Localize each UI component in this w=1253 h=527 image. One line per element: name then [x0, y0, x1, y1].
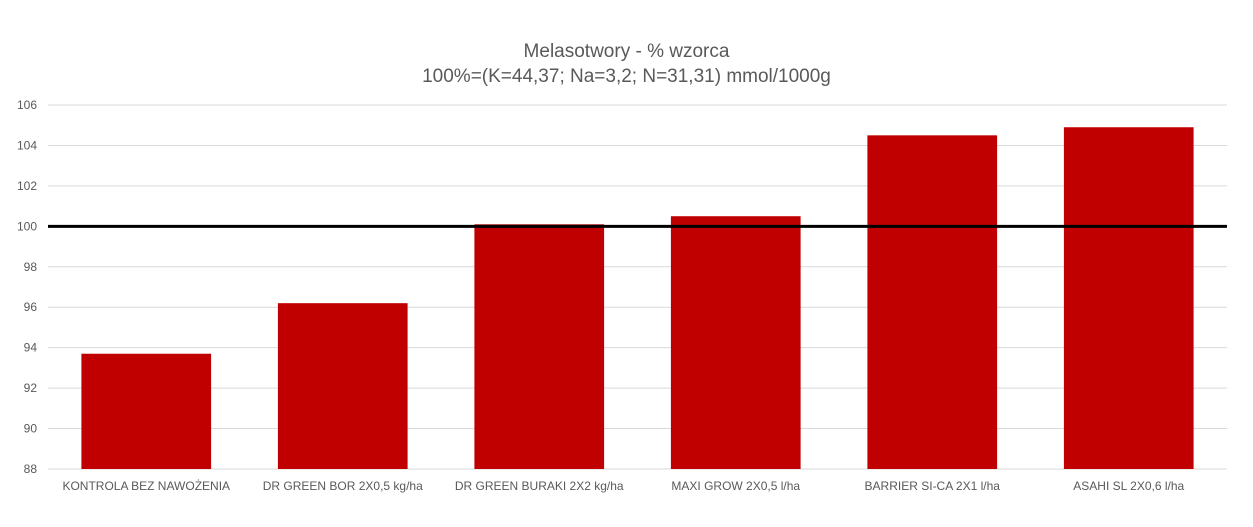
y-tick-label: 94 — [24, 341, 38, 355]
bar — [867, 135, 998, 470]
y-tick-label: 96 — [24, 300, 38, 314]
y-tick-label: 104 — [17, 138, 37, 152]
x-tick-label: DR GREEN BOR 2X0,5 kg/ha — [263, 479, 423, 493]
bar — [1063, 127, 1194, 469]
x-tick-label: ASAHI SL 2X0,6 l/ha — [1073, 479, 1184, 493]
y-tick-label: 90 — [24, 422, 38, 436]
bar — [670, 216, 801, 469]
x-tick-label: KONTROLA BEZ NAWOŻENIA — [62, 479, 230, 493]
y-tick-label: 100 — [17, 219, 37, 233]
x-tick-label: BARRIER SI-CA 2X1 l/ha — [865, 479, 1001, 493]
bar — [474, 224, 605, 469]
chart-subtitle: 100%=(K=44,37; Na=3,2; N=31,31) mmol/100… — [422, 66, 831, 87]
bar — [277, 303, 408, 469]
chart-title: Melasotwory - % wzorca — [523, 41, 730, 62]
y-tick-label: 98 — [24, 260, 38, 274]
y-axis: 88 90 92 94 96 98 100 102 104 106 — [17, 98, 37, 476]
x-axis: KONTROLA BEZ NAWOŻENIA DR GREEN BOR 2X0,5… — [62, 479, 1184, 493]
bars — [81, 127, 1194, 470]
y-tick-label: 92 — [24, 381, 38, 395]
x-tick-label: DR GREEN BURAKI 2X2 kg/ha — [455, 479, 624, 493]
gridlines — [48, 104, 1227, 470]
y-tick-label: 102 — [17, 179, 37, 193]
y-tick-label: 106 — [17, 98, 37, 112]
y-tick-label: 88 — [24, 462, 38, 476]
bar — [81, 353, 212, 469]
x-tick-label: MAXI GROW 2X0,5 l/ha — [671, 479, 800, 493]
